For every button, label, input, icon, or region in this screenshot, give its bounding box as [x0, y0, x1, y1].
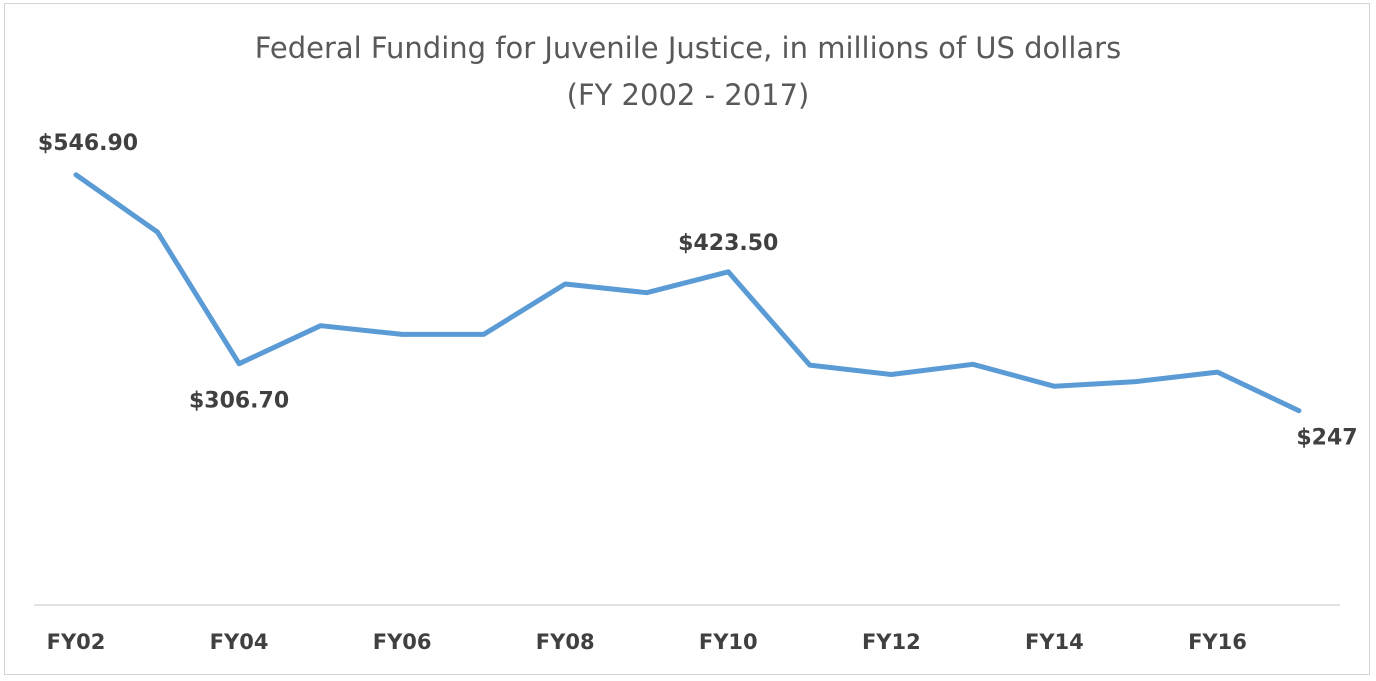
data-point	[318, 323, 323, 328]
x-tick-label: FY12	[862, 630, 921, 654]
data-point	[970, 362, 975, 367]
data-point	[1052, 384, 1057, 389]
data-point	[74, 172, 78, 177]
data-point	[726, 269, 731, 274]
series-layer	[73, 172, 1302, 414]
data-label: $306.70	[189, 389, 289, 414]
x-tick-label: FY06	[373, 630, 432, 654]
chart-title-line-2: (FY 2002 - 2017)	[567, 78, 810, 112]
data-point	[563, 282, 568, 287]
data-label: $247	[1296, 426, 1357, 451]
data-labels: $546.90 $306.70 $423.50 $247	[38, 131, 1358, 451]
series-line	[73, 172, 1302, 414]
data-label: $423.50	[678, 231, 778, 256]
chart-title-line-1: Federal Funding for Juvenile Justice, in…	[255, 31, 1121, 65]
data-point	[807, 363, 812, 368]
x-tick-label: FY16	[1188, 630, 1247, 654]
x-tick-label: FY02	[47, 630, 106, 654]
data-point	[400, 332, 405, 337]
x-tick-label: FY04	[210, 630, 269, 654]
x-tick-label: FY14	[1025, 630, 1084, 654]
chart-frame	[4, 3, 1370, 675]
data-point	[889, 372, 894, 377]
x-tick-label: FY08	[536, 630, 595, 654]
data-point	[1133, 379, 1138, 384]
data-point	[237, 361, 242, 366]
data-point	[1215, 370, 1220, 375]
x-tick-label: FY10	[699, 630, 758, 654]
data-point	[481, 332, 486, 337]
data-point	[1297, 408, 1301, 413]
data-point	[644, 290, 649, 295]
data-label: $546.90	[38, 131, 138, 156]
data-point	[155, 230, 160, 235]
x-tick-labels: FY02 FY04 FY06 FY08 FY10 FY12 FY14 FY16	[47, 630, 1247, 654]
